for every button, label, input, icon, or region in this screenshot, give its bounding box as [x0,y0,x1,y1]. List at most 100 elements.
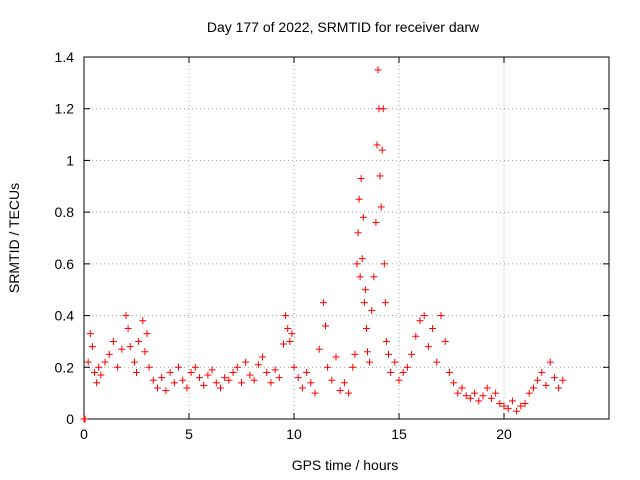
data-point [356,273,364,281]
data-point [403,363,411,371]
data-point [158,374,166,382]
data-point [319,299,327,307]
data-point [496,399,504,407]
data-point [93,379,101,387]
data-point [500,402,508,410]
data-point [91,368,98,376]
data-point [395,376,403,384]
data-point [353,260,361,268]
data-point [424,343,432,351]
data-point [368,306,376,314]
data-point [212,379,220,387]
data-point [166,368,174,376]
data-point [492,389,500,397]
data-point [154,384,161,392]
data-point [379,105,387,113]
data-point [139,317,147,325]
data-point [550,374,558,382]
data-point [412,332,420,340]
data-point [311,389,319,397]
data-point [84,358,92,366]
data-point [374,66,382,74]
data-point [546,358,554,366]
plot-frame [83,56,610,420]
data-point [382,337,390,345]
data-point [437,312,445,320]
data-point [271,366,279,374]
data-point [191,363,199,371]
axis-ticks: 0 5 10 15 20 0 0.2 0.4 0.6 0.8 1 1.2 1.4 [55,49,609,442]
data-point [267,379,275,387]
data-point [372,218,380,226]
data-point [416,317,424,325]
data-point [250,376,258,384]
data-point [275,374,283,382]
data-point [298,384,306,392]
data-point [387,368,395,376]
data-point [286,337,294,345]
data-point [280,340,287,348]
data-point [135,337,143,345]
data-point [483,384,491,392]
y-tick-label: 0.2 [55,359,75,375]
data-point [124,325,132,332]
data-point [364,348,371,356]
data-point [282,312,290,320]
data-point [284,325,292,332]
data-point [149,376,157,384]
data-point [373,141,381,149]
data-point [370,273,378,281]
data-point [133,368,140,376]
data-points [80,66,567,423]
data-point [288,330,296,338]
data-point [336,387,344,395]
data-point [429,325,437,332]
data-point [122,312,130,320]
data-point [105,350,113,358]
data-point [359,213,367,221]
data-point [118,345,126,353]
data-point [126,343,134,351]
data-point [458,384,466,392]
data-point [324,363,332,371]
data-point [517,402,525,410]
x-axis-label: GPS time / hours [292,457,399,473]
data-point [559,376,567,384]
data-point [307,379,315,387]
x-tick-label: 15 [391,426,407,442]
data-point [471,389,479,397]
data-point [391,358,399,366]
data-point [380,260,388,268]
data-point [381,299,389,307]
data-point [332,353,340,361]
data-point [450,379,458,387]
data-point [355,195,363,203]
data-point [242,358,250,366]
data-point [95,363,103,371]
x-tick-label: 10 [286,426,302,442]
data-point [259,353,266,361]
data-point [521,399,529,407]
data-point [294,374,302,382]
data-point [354,229,362,237]
data-point [340,379,348,387]
data-point [86,330,94,338]
data-point [420,312,428,320]
data-point [141,348,149,356]
data-point [378,146,386,154]
data-point [529,384,537,392]
x-tick-label: 5 [185,426,193,442]
y-tick-label: 0.4 [55,308,75,324]
data-point [475,397,483,405]
data-point [238,379,245,387]
data-point [183,384,191,392]
data-point [513,407,521,415]
data-point [187,368,195,376]
data-point [445,368,453,376]
x-tick-label: 0 [80,426,88,442]
data-point [97,371,105,379]
data-point [399,368,407,376]
data-point [208,366,216,374]
data-point [229,368,237,376]
data-point [88,343,96,351]
